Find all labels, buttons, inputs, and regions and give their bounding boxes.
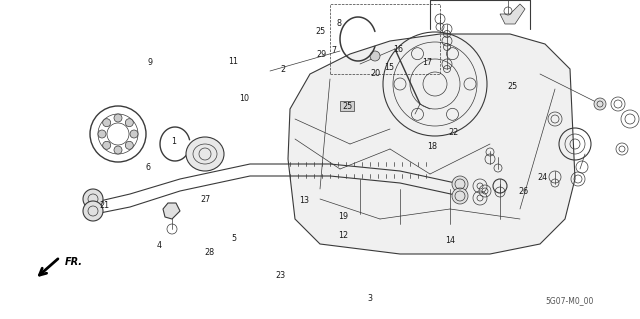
FancyBboxPatch shape <box>340 101 354 111</box>
Text: 15: 15 <box>385 63 395 72</box>
Circle shape <box>125 141 133 149</box>
Circle shape <box>98 130 106 138</box>
Circle shape <box>125 119 133 127</box>
Text: 10: 10 <box>239 94 249 103</box>
Circle shape <box>594 98 606 110</box>
Polygon shape <box>500 4 525 24</box>
Text: 5: 5 <box>232 234 237 243</box>
Text: 7: 7 <box>331 46 336 55</box>
Ellipse shape <box>186 137 224 171</box>
Text: 9: 9 <box>147 58 152 67</box>
Circle shape <box>370 51 380 61</box>
Text: 13: 13 <box>300 197 310 205</box>
Text: 1: 1 <box>172 137 177 146</box>
Text: 4: 4 <box>157 241 162 250</box>
Text: FR.: FR. <box>65 257 83 267</box>
Circle shape <box>102 119 111 127</box>
Text: 3: 3 <box>367 294 372 303</box>
Text: 11: 11 <box>228 57 239 66</box>
Text: 24: 24 <box>538 173 548 182</box>
Text: 14: 14 <box>445 236 455 245</box>
Polygon shape <box>163 203 180 219</box>
Circle shape <box>114 114 122 122</box>
Circle shape <box>114 146 122 154</box>
Text: 17: 17 <box>422 58 433 67</box>
Text: 23: 23 <box>275 271 285 280</box>
Polygon shape <box>288 34 575 254</box>
Text: 25: 25 <box>316 27 326 36</box>
Circle shape <box>452 176 468 192</box>
Text: 29: 29 <box>316 50 326 59</box>
Text: 28: 28 <box>205 248 215 256</box>
Text: 21: 21 <box>99 201 109 210</box>
Text: 16: 16 <box>394 45 404 54</box>
Text: 2: 2 <box>280 65 285 74</box>
Circle shape <box>83 201 103 221</box>
Circle shape <box>452 188 468 204</box>
Text: 18: 18 <box>428 142 438 151</box>
Text: 27: 27 <box>200 195 211 204</box>
Circle shape <box>83 189 103 209</box>
Text: 8: 8 <box>337 19 342 28</box>
Circle shape <box>130 130 138 138</box>
Text: 26: 26 <box>518 187 529 196</box>
Circle shape <box>102 141 111 149</box>
Text: 5G07-M0_00: 5G07-M0_00 <box>546 296 594 306</box>
Text: 6: 6 <box>146 163 151 172</box>
Text: 12: 12 <box>338 231 348 240</box>
Text: 25: 25 <box>507 82 517 91</box>
Text: 25: 25 <box>342 102 353 111</box>
Text: 20: 20 <box>370 69 380 78</box>
Text: 19: 19 <box>338 212 348 221</box>
Text: 22: 22 <box>448 128 458 137</box>
